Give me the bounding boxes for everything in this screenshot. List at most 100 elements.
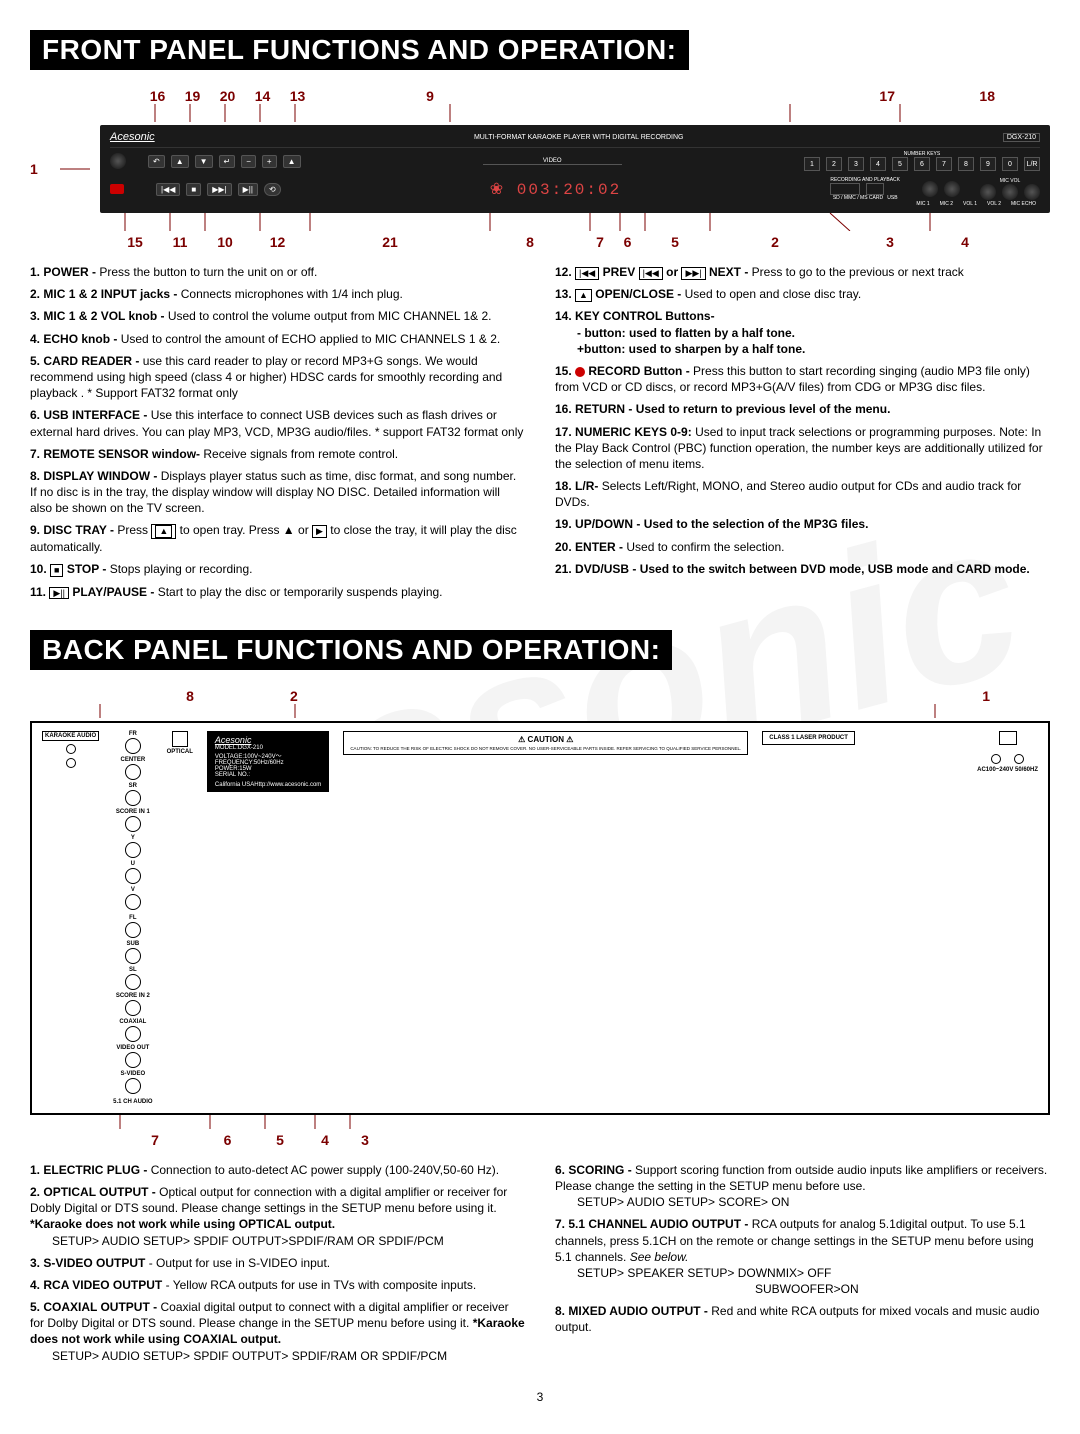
up-btn: ▲ [171, 155, 189, 168]
eject-icon: ▲ [155, 525, 172, 538]
callout: 2 [290, 688, 740, 704]
mic2-jack [944, 181, 960, 197]
rca-jack: SL [113, 967, 152, 993]
callout: 6 [200, 1132, 255, 1148]
function-item: 4. RCA VIDEO OUTPUT - Yellow RCA outputs… [30, 1277, 525, 1293]
next-btn: ▶▶| [207, 183, 231, 196]
vol1-knob [980, 184, 996, 200]
function-item: 21. DVD/USB - Used to the switch between… [555, 561, 1050, 577]
function-item: 13. ▲ OPEN/CLOSE - Used to open and clos… [555, 286, 1050, 302]
function-item: 2. MIC 1 & 2 INPUT jacks - Connects micr… [30, 286, 525, 302]
function-item: 4. ECHO knob - Used to control the amoun… [30, 331, 525, 347]
function-item: 8. DISPLAY WINDOW - Displays player stat… [30, 468, 525, 517]
callout: 12 [250, 234, 305, 250]
function-item: 16. RETURN - Used to return to previous … [555, 401, 1050, 417]
callout: 4 [305, 1132, 345, 1148]
rca-jack: U [113, 861, 152, 887]
plus-btn: + [262, 155, 277, 168]
rca-jack: SCORE IN 1 [113, 809, 152, 835]
front-diagram: 16 19 20 14 13 9 17 18 1 Acesonic [30, 88, 1050, 250]
function-item: 10. ■ STOP - Stops playing or recording. [30, 561, 525, 577]
callout: 13 [280, 88, 315, 104]
function-item: 5. COAXIAL OUTPUT - Coaxial digital outp… [30, 1299, 525, 1364]
function-item: 7. 5.1 CHANNEL AUDIO OUTPUT - RCA output… [555, 1216, 1050, 1297]
rca-jack: COAXIAL [113, 1019, 152, 1045]
prev-icon: |◀◀ [575, 267, 599, 280]
record-btn [110, 184, 124, 194]
rca-jack: SCORE IN 2 [113, 993, 152, 1019]
rca-jack: FL [113, 915, 152, 941]
callout: 15 [110, 234, 160, 250]
function-item: 6. SCORING - Support scoring function fr… [555, 1162, 1050, 1211]
return-btn: ↶ [148, 155, 165, 168]
function-item: 17. NUMERIC KEYS 0-9: Used to input trac… [555, 424, 1050, 473]
callout: 11 [160, 234, 200, 250]
callout-lines [30, 213, 1030, 231]
function-item: 5. CARD READER - use this card reader to… [30, 353, 525, 402]
back-functions: 1. ELECTRIC PLUG - Connection to auto-de… [30, 1162, 1050, 1370]
callout: 7 [110, 1132, 200, 1148]
usb-slot [866, 183, 884, 195]
numkey: 1 [804, 157, 820, 171]
enter-btn: ↵ [219, 155, 236, 168]
function-item: 3. S-VIDEO OUTPUT - Output for use in S-… [30, 1255, 525, 1271]
callout: 19 [175, 88, 210, 104]
page-number: 3 [30, 1390, 1050, 1404]
echo-knob [1024, 184, 1040, 200]
front-functions: 1. POWER - Press the button to turn the … [30, 264, 1050, 606]
callout: 6 [615, 234, 640, 250]
function-item: 2. OPTICAL OUTPUT - Optical output for c… [30, 1184, 525, 1249]
rca-jack: CENTER [113, 757, 152, 783]
function-item: 9. DISC TRAY - Press ▲ to open tray. Pre… [30, 522, 525, 555]
front-device: Acesonic MULTI-FORMAT KARAOKE PLAYER WIT… [100, 125, 1050, 213]
numkey: 5 [892, 157, 908, 171]
function-item: 1. ELECTRIC PLUG - Connection to auto-de… [30, 1162, 525, 1178]
callout: 5 [255, 1132, 305, 1148]
model: DGX-210 [1003, 133, 1040, 142]
numkey: 3 [848, 157, 864, 171]
rca-jack: SR [113, 783, 152, 809]
function-item: 20. ENTER - Used to confirm the selectio… [555, 539, 1050, 555]
rca-jack: V [113, 887, 152, 913]
eject-icon: ▲ [575, 289, 592, 302]
callout: 3 [840, 234, 940, 250]
callout: 1 [30, 161, 50, 177]
numkey: 8 [958, 157, 974, 171]
prev-btn: |◀◀ [156, 183, 180, 196]
playpause-icon: ▶|| [49, 587, 69, 600]
callout: 8 [475, 234, 585, 250]
eject-icon: ▲ [151, 524, 176, 539]
numkeys: NUMBER KEYS 1234567890L/R [804, 151, 1040, 171]
function-item: 1. POWER - Press the button to turn the … [30, 264, 525, 280]
function-item: 18. L/R- Selects Left/Right, MONO, and S… [555, 478, 1050, 510]
callout: 10 [200, 234, 250, 250]
eject-btn: ▲ [283, 155, 301, 168]
stop-icon: ■ [50, 564, 63, 577]
minus-btn: − [241, 155, 256, 168]
front-title: Front Panel Functions and Operation: [30, 30, 689, 70]
function-item: 12. |◀◀ PREV |◀◀ or ▶▶| NEXT - Press to … [555, 264, 1050, 280]
callout: 8 [90, 688, 290, 704]
next-icon: ▶▶| [681, 267, 705, 280]
function-item: 14. KEY CONTROL Buttons-- button: used t… [555, 308, 1050, 357]
callout-lines [30, 1115, 1030, 1129]
stop-btn: ■ [186, 183, 201, 196]
callout-lines [30, 104, 1030, 122]
mic1-jack [922, 181, 938, 197]
callout: 20 [210, 88, 245, 104]
function-item: 6. USB INTERFACE - Use this interface to… [30, 407, 525, 439]
rca-jack: FR [113, 731, 152, 757]
callout: 16 [140, 88, 175, 104]
callout: 21 [305, 234, 475, 250]
play-icon: ▶ [312, 525, 327, 538]
back-title: Back Panel Functions and Operation: [30, 630, 672, 670]
prev-icon: |◀◀ [639, 267, 663, 280]
callout: 14 [245, 88, 280, 104]
function-item: 7. REMOTE SENSOR window- Receive signals… [30, 446, 525, 462]
vol2-knob [1002, 184, 1018, 200]
callout: 4 [940, 234, 990, 250]
numkey: 2 [826, 157, 842, 171]
lcd: ❀ 003:20:02 [490, 179, 621, 199]
callout: 5 [640, 234, 710, 250]
callout: 7 [585, 234, 615, 250]
